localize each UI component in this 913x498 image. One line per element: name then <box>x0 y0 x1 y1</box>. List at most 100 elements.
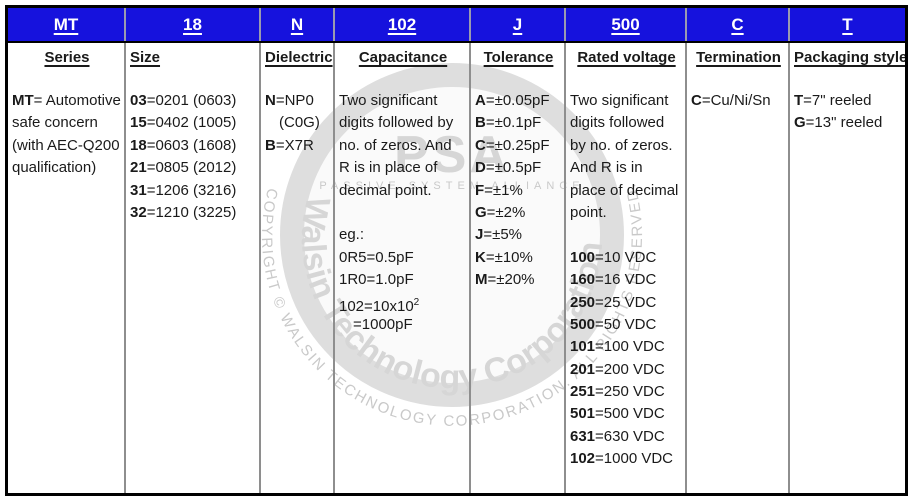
definition-line: T=7" reeled <box>794 92 872 109</box>
code-text: MT <box>53 14 79 34</box>
definition-line: C=±0.25pF <box>475 136 550 154</box>
definition-line: 03=0201 (0603) <box>130 92 237 109</box>
definition-line: 18=0603 (1608) <box>130 136 237 154</box>
column-definitions: T=7" reeled G=13" reeled <box>794 90 903 135</box>
definition-line: 501=500 VDC <box>570 405 665 423</box>
definition-line: =1000pF <box>353 315 413 333</box>
definition-line: N=NP0 <box>265 92 314 109</box>
definition-line: A=±0.05pF <box>475 92 550 109</box>
definition-line: Two significant <box>339 92 438 109</box>
column-label-text: Termination <box>696 49 781 66</box>
definitions-row: Series MT= Automotive safe concern (with AE… <box>8 41 905 493</box>
column-label-text: Size <box>130 49 161 66</box>
column-definitions: Two significant digits followed by no. of … <box>570 90 683 471</box>
header-code-tolerance: J <box>471 8 566 41</box>
code-text: J <box>512 14 523 34</box>
definition-line: G=13" reeled <box>794 114 883 132</box>
definition-line: (C0G) <box>279 114 320 132</box>
definition-line: 15=0402 (1005) <box>130 114 237 132</box>
column-label-capacitance: Capacitance <box>339 49 467 66</box>
definition-line: 500=50 VDC <box>570 315 657 333</box>
column-tolerance: Tolerance A=±0.05pF B=±0.1pF C=±0.25pF D=±0.… <box>471 43 566 493</box>
header-code-series: MT <box>8 8 126 41</box>
column-series: Series MT= Automotive safe concern (with AE… <box>8 43 126 493</box>
column-definitions: A=±0.05pF B=±0.1pF C=±0.25pF D=±0.5pF F=±1% G… <box>475 90 562 292</box>
definition-line: digits followed by <box>339 114 454 132</box>
definition-line: MT= Automotive <box>12 92 121 109</box>
definition-line: decimal point. <box>339 181 432 199</box>
spacer-line <box>339 202 467 224</box>
header-code-size: 18 <box>126 8 261 41</box>
definition-line: by no. of zeros. <box>570 136 673 154</box>
header-code-capacitance: 102 <box>335 8 471 41</box>
column-label-rated-voltage: Rated voltage <box>570 49 683 66</box>
column-label-text: Dielectric <box>265 49 333 66</box>
column-dielectric: Dielectric N=NP0 (C0G) B=X7R <box>261 43 335 493</box>
definition-line: And R is in <box>570 159 643 177</box>
definition-line: 31=1206 (3216) <box>130 181 237 199</box>
definition-line: C=Cu/Ni/Sn <box>691 92 771 109</box>
header-code-rated-voltage: 500 <box>566 8 687 41</box>
definition-line: 102=10x102 <box>339 296 420 315</box>
code-text: T <box>842 14 853 34</box>
column-label-dielectric: Dielectric <box>265 49 333 66</box>
definition-line: 160=16 VDC <box>570 271 657 289</box>
code-text: 18 <box>183 14 202 34</box>
definition-line: D=±0.5pF <box>475 159 542 177</box>
column-definitions: C=Cu/Ni/Sn <box>691 90 786 112</box>
header-code-termination: C <box>687 8 790 41</box>
definition-line: 631=630 VDC <box>570 427 665 445</box>
column-definitions: MT= Automotive safe concern (with AEC-Q200… <box>12 90 122 180</box>
definition-line: safe concern <box>12 114 98 132</box>
definition-line: qualification) <box>12 159 97 177</box>
definition-line: 21=0805 (2012) <box>130 159 237 177</box>
part-number-code-row: MT 18 N 102 J 500 C T <box>8 8 905 41</box>
definition-line: no. of zeros. And <box>339 136 452 154</box>
column-rated-voltage: Rated voltage Two significant digits follo… <box>566 43 687 493</box>
definition-line: B=±0.1pF <box>475 114 542 132</box>
column-label-text: Rated voltage <box>577 49 676 66</box>
definition-line: 101=100 VDC <box>570 338 665 356</box>
definition-line: place of decimal <box>570 181 679 199</box>
column-label-tolerance: Tolerance <box>475 49 562 66</box>
code-text: 102 <box>387 14 417 34</box>
column-label-size: Size <box>130 49 257 66</box>
column-label-packaging-style: Packaging style <box>794 49 905 66</box>
definition-line: 201=200 VDC <box>570 360 665 378</box>
definition-line: 102=1000 VDC <box>570 450 673 468</box>
definition-line: R is in place of <box>339 159 438 177</box>
column-label-text: Tolerance <box>483 49 554 66</box>
code-text: C <box>731 14 744 34</box>
definition-line: digits followed <box>570 114 665 132</box>
spacer-line <box>570 224 683 246</box>
column-definitions: Two significant digits followed by no. of … <box>339 90 467 336</box>
code-text: 500 <box>611 14 640 34</box>
column-label-termination: Termination <box>691 49 786 66</box>
definition-line: 32=1210 (3225) <box>130 203 237 221</box>
definition-line: 1R0=1.0pF <box>339 271 414 289</box>
definition-line: Two significant <box>570 92 669 109</box>
column-label-text: Capacitance <box>358 49 448 66</box>
definition-line: G=±2% <box>475 203 526 221</box>
definition-line: M=±20% <box>475 271 535 289</box>
definition-line: eg.: <box>339 226 365 244</box>
definition-line: K=±10% <box>475 248 533 266</box>
part-number-table: MT 18 N 102 J 500 C T Series MT= Automotive safe … <box>5 5 908 496</box>
column-label-text: Packaging style <box>794 49 905 66</box>
column-capacitance: Capacitance Two significant digits followe… <box>335 43 471 493</box>
column-label-text: Series <box>44 49 90 66</box>
column-size: Size 03=0201 (0603) 15=0402 (1005) 18=0603 … <box>126 43 261 493</box>
definition-line: 100=10 VDC <box>570 248 657 266</box>
header-code-packaging-style: T <box>790 8 905 41</box>
definition-line: 250=25 VDC <box>570 293 657 311</box>
column-packaging-style: Packaging style T=7" reeled G=13" reeled <box>790 43 905 493</box>
column-termination: Termination C=Cu/Ni/Sn <box>687 43 790 493</box>
column-definitions: 03=0201 (0603) 15=0402 (1005) 18=0603 (160… <box>130 90 257 224</box>
column-label-series: Series <box>12 49 122 66</box>
definition-line: 0R5=0.5pF <box>339 248 414 266</box>
definition-line: point. <box>570 203 607 221</box>
definition-line: (with AEC-Q200 <box>12 136 120 154</box>
definition-line: J=±5% <box>475 226 523 244</box>
header-code-dielectric: N <box>261 8 335 41</box>
